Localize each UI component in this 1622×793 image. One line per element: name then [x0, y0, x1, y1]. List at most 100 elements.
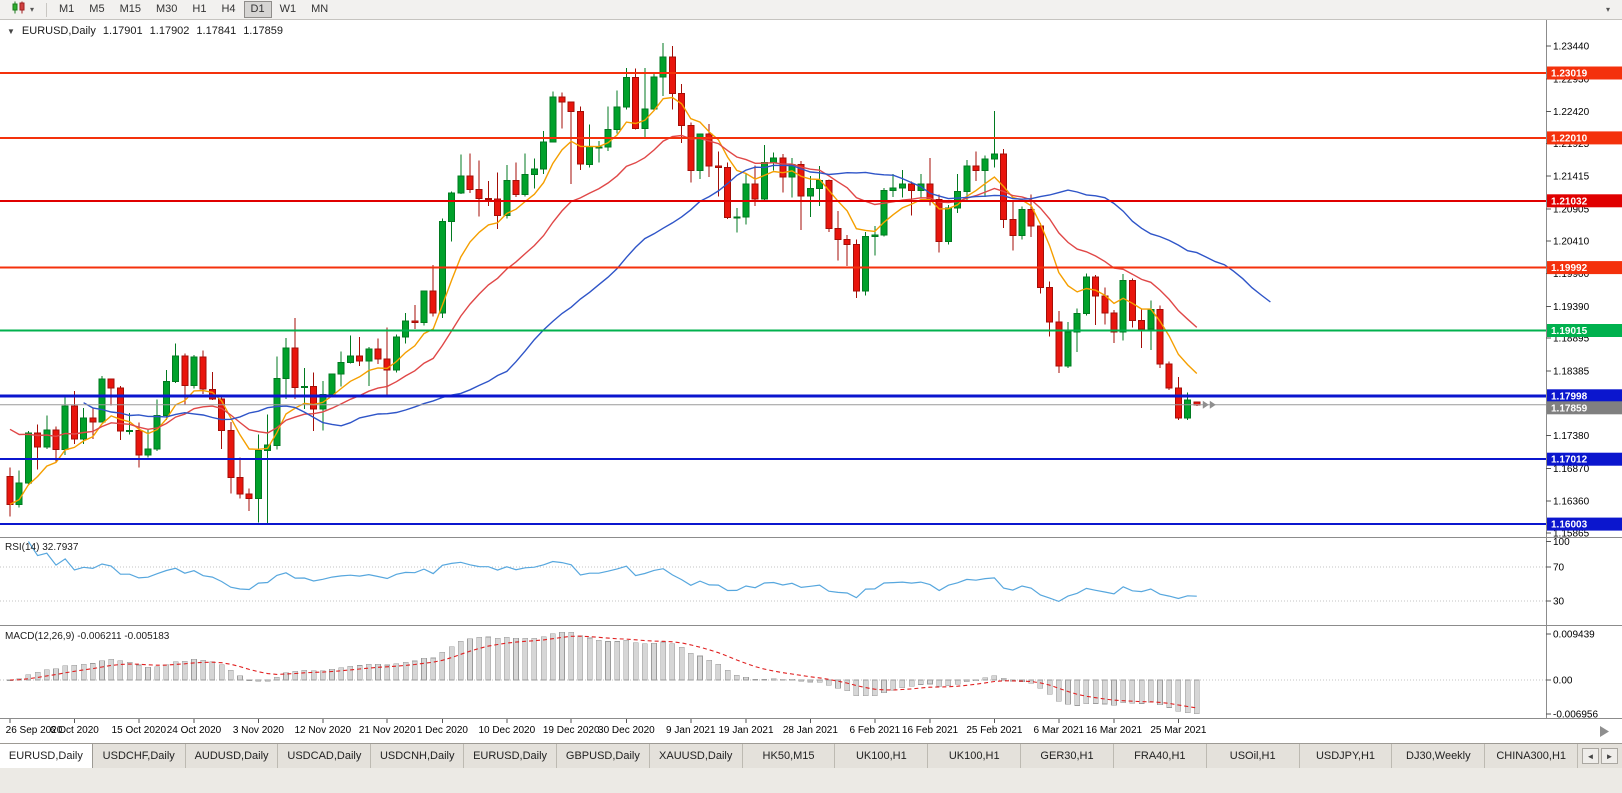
svg-text:16 Feb 2021: 16 Feb 2021: [902, 725, 959, 736]
svg-text:16 Mar 2021: 16 Mar 2021: [1086, 725, 1143, 736]
ma-fast-orange: [9, 96, 1198, 506]
svg-text:1.22010: 1.22010: [1551, 133, 1588, 144]
svg-text:1.17998: 1.17998: [1551, 391, 1588, 402]
price-axis[interactable]: 1.234401.229301.224201.219251.214151.209…: [1546, 42, 1622, 540]
chart-tab-1[interactable]: USDCHF,Daily: [92, 744, 186, 768]
tab-scroll-controls: ◄ ►: [1578, 744, 1622, 768]
chart-tab-16[interactable]: CHINA300,H1: [1485, 744, 1578, 768]
chart-tab-13[interactable]: USOil,H1: [1206, 744, 1300, 768]
panel-separators: [0, 20, 1622, 719]
svg-text:25 Mar 2021: 25 Mar 2021: [1150, 725, 1207, 736]
candlestick-icon: [11, 1, 27, 19]
svg-text:70: 70: [1553, 563, 1565, 574]
svg-text:21 Nov 2020: 21 Nov 2020: [359, 725, 416, 736]
svg-text:1.23019: 1.23019: [1551, 69, 1588, 80]
timeframe-button-m15[interactable]: M15: [113, 1, 148, 18]
svg-text:3 Nov 2020: 3 Nov 2020: [233, 725, 285, 736]
svg-text:1.20410: 1.20410: [1553, 236, 1590, 247]
rsi-line: [27, 541, 1197, 603]
svg-text:24 Oct 2020: 24 Oct 2020: [167, 725, 222, 736]
horizontal-levels[interactable]: [0, 72, 1546, 526]
toolbar-divider: [46, 2, 48, 17]
chart-tab-5[interactable]: EURUSD,Daily: [464, 744, 557, 768]
chart-tab-0[interactable]: EURUSD,Daily: [0, 744, 93, 768]
svg-text:1.16003: 1.16003: [1551, 520, 1588, 531]
svg-text:1.22930: 1.22930: [1553, 74, 1590, 85]
window-bottom-strip: [0, 768, 1622, 793]
svg-text:10 Dec 2020: 10 Dec 2020: [478, 725, 535, 736]
chart-type-button[interactable]: ▾: [4, 1, 41, 18]
svg-text:12 Nov 2020: 12 Nov 2020: [294, 725, 351, 736]
svg-text:-0.006956: -0.006956: [1553, 709, 1598, 720]
svg-text:1.15865: 1.15865: [1553, 529, 1590, 540]
svg-text:1.23440: 1.23440: [1553, 42, 1590, 53]
svg-text:19 Jan 2021: 19 Jan 2021: [718, 725, 773, 736]
svg-text:6 Oct 2020: 6 Oct 2020: [50, 725, 99, 736]
svg-text:19 Dec 2020: 19 Dec 2020: [543, 725, 600, 736]
svg-text:1.19900: 1.19900: [1553, 269, 1590, 280]
timeframe-toolbar: M1 M5 M15 M30 H1 H4 D1 W1 MN: [52, 1, 335, 18]
chart-area: RSI(14) 32.7937 MACD(12,26,9) -0.006211 -…: [0, 20, 1622, 743]
svg-text:100: 100: [1553, 537, 1570, 548]
timeframe-button-w1[interactable]: W1: [273, 1, 304, 18]
svg-text:0.009439: 0.009439: [1553, 629, 1595, 640]
chart-tab-6[interactable]: GBPUSD,Daily: [556, 744, 650, 768]
chart-canvas[interactable]: RSI(14) 32.7937 MACD(12,26,9) -0.006211 -…: [0, 20, 1622, 743]
svg-text:6 Feb 2021: 6 Feb 2021: [849, 725, 900, 736]
candlestick-series: [6, 42, 1201, 523]
toolbar-corner-button[interactable]: ▾: [1598, 1, 1618, 18]
chart-tab-15[interactable]: DJ30,Weekly: [1392, 744, 1486, 768]
svg-text:6 Mar 2021: 6 Mar 2021: [1034, 725, 1085, 736]
chart-tab-9[interactable]: UK100,H1: [835, 744, 929, 768]
svg-text:1.18385: 1.18385: [1553, 367, 1590, 378]
svg-text:1.20905: 1.20905: [1553, 204, 1590, 215]
current-bar-arrow: [1202, 400, 1216, 409]
timeframe-button-d1[interactable]: D1: [243, 1, 272, 18]
svg-text:28 Jan 2021: 28 Jan 2021: [783, 725, 838, 736]
svg-text:25 Feb 2021: 25 Feb 2021: [966, 725, 1023, 736]
svg-text:1.17859: 1.17859: [1551, 403, 1588, 414]
rsi-label: RSI(14) 32.7937: [5, 542, 79, 553]
chart-tab-14[interactable]: USDJPY,H1: [1299, 744, 1393, 768]
svg-text:1.18895: 1.18895: [1553, 334, 1590, 345]
macd-label: MACD(12,26,9) -0.006211 -0.005183: [5, 631, 170, 642]
timeframe-button-mn[interactable]: MN: [304, 1, 335, 18]
macd-signal-line: [9, 635, 1197, 709]
time-axis-end-arrow[interactable]: [1600, 726, 1609, 737]
chart-background: [0, 20, 1622, 743]
svg-text:1.19992: 1.19992: [1551, 263, 1588, 274]
chart-tab-11[interactable]: GER30,H1: [1021, 744, 1114, 768]
tabs-scroll-right-button[interactable]: ►: [1601, 748, 1618, 764]
svg-text:1 Dec 2020: 1 Dec 2020: [417, 725, 469, 736]
timeframe-button-m1[interactable]: M1: [52, 1, 81, 18]
top-toolbar: ▾ M1 M5 M15 M30 H1 H4 D1 W1 MN ▾: [0, 0, 1622, 20]
chart-tab-4[interactable]: USDCNH,Daily: [371, 744, 465, 768]
chevron-down-icon: ▾: [1605, 5, 1610, 14]
timeframe-button-h4[interactable]: H4: [214, 1, 242, 18]
chart-tab-7[interactable]: XAUUSD,Daily: [649, 744, 743, 768]
chart-tab-2[interactable]: AUDUSD,Daily: [185, 744, 279, 768]
chart-tab-10[interactable]: UK100,H1: [928, 744, 1022, 768]
ma-slow-blue: [83, 164, 1271, 427]
chart-tabs-bar: EURUSD,Daily USDCHF,Daily AUDUSD,Daily USDC…: [0, 743, 1622, 768]
svg-text:1.17012: 1.17012: [1551, 455, 1588, 466]
svg-text:30: 30: [1553, 597, 1565, 608]
chart-tab-8[interactable]: HK50,M15: [742, 744, 836, 768]
chart-tabs: EURUSD,Daily USDCHF,Daily AUDUSD,Daily USDC…: [0, 744, 1578, 768]
timeframe-button-m5[interactable]: M5: [82, 1, 111, 18]
svg-text:1.16360: 1.16360: [1553, 497, 1590, 508]
svg-text:1.16870: 1.16870: [1553, 464, 1590, 475]
chart-tab-12[interactable]: FRA40,H1: [1113, 744, 1207, 768]
svg-text:0.00: 0.00: [1553, 676, 1573, 687]
ma-mid-red: [9, 134, 1198, 438]
timeframe-button-m30[interactable]: M30: [149, 1, 184, 18]
chevron-down-icon: ▾: [30, 5, 35, 14]
svg-text:1.19015: 1.19015: [1551, 326, 1588, 337]
tabs-scroll-left-button[interactable]: ◄: [1582, 748, 1599, 764]
timeframe-button-h1[interactable]: H1: [185, 1, 213, 18]
svg-text:26 Sep 2020: 26 Sep 2020: [6, 725, 63, 736]
chart-tab-3[interactable]: USDCAD,Daily: [278, 744, 372, 768]
svg-text:1.17380: 1.17380: [1553, 431, 1590, 442]
